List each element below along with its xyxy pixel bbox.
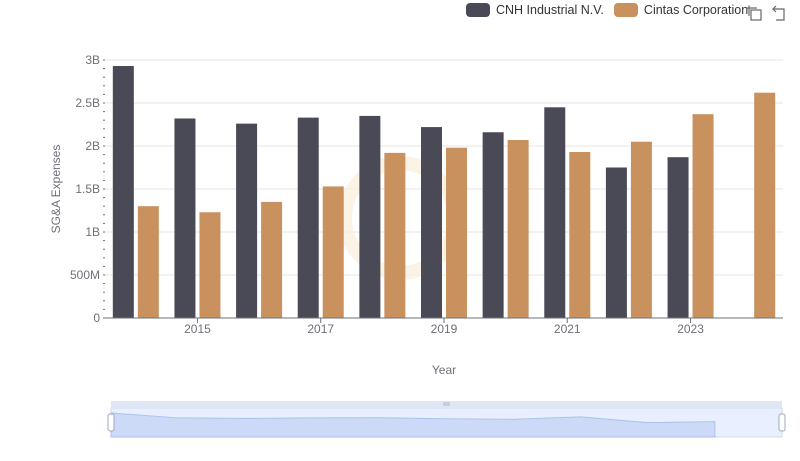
bar-cnh-2019 <box>421 127 442 318</box>
y-tick-label: 3B <box>85 53 100 67</box>
legend-label-cintas: Cintas Corporation <box>643 3 749 17</box>
bar-cintas-2022 <box>630 141 652 318</box>
y-tick-label: 500M <box>70 268 100 282</box>
zoom-icon[interactable] <box>746 5 762 21</box>
y-axis-title: SG&A Expenses <box>49 145 63 234</box>
bar-cintas-2017 <box>322 186 344 318</box>
bar-cnh-2014 <box>112 66 134 319</box>
bar-cnh-2023 <box>667 157 689 318</box>
bar-cintas-2021 <box>569 152 591 318</box>
bar-cintas-2015 <box>199 212 221 318</box>
bar-cnh-2020 <box>482 132 504 318</box>
bar-cintas-2019 <box>446 147 467 318</box>
legend-swatch-cintas <box>613 3 638 17</box>
bar-cintas-2024 <box>754 92 776 319</box>
legend-item-cintas[interactable]: Cintas Corporation <box>613 3 749 17</box>
x-tick-label: 2017 <box>307 322 334 336</box>
bar-cintas-2020 <box>507 139 529 318</box>
bar-cnh-2016 <box>236 123 258 318</box>
toolbox <box>746 5 788 21</box>
slider-grip <box>443 402 450 406</box>
legend-item-cnh[interactable]: CNH Industrial N.V. <box>466 3 604 17</box>
y-tick-label: 2B <box>85 139 100 153</box>
bar-cintas-2023 <box>692 114 714 319</box>
x-tick-label: 2019 <box>431 322 458 336</box>
bar-cintas-2014 <box>137 206 159 318</box>
x-tick-label: 2015 <box>184 322 211 336</box>
y-tick-label: 0 <box>93 311 100 325</box>
bar-cintas-2018 <box>384 152 406 318</box>
slider-handle-right <box>778 413 786 432</box>
legend-swatch-cnh <box>466 3 490 17</box>
x-tick-label: 2023 <box>677 322 704 336</box>
y-tick-label: 1.5B <box>75 182 100 196</box>
y-tick-labels: 0 500M 1B 1.5B 2B 2.5B 3B <box>70 53 100 325</box>
bar-cnh-2015 <box>174 118 196 318</box>
slider-preview-area <box>110 412 716 438</box>
bar-cintas-2016 <box>261 201 283 318</box>
x-axis-title: Year <box>432 363 456 377</box>
bar-cnh-2018 <box>359 115 381 319</box>
slider-handle-left <box>107 413 115 432</box>
restore-icon[interactable] <box>772 5 788 21</box>
bar-cnh-2021 <box>544 107 566 318</box>
legend: CNH Industrial N.V. Cintas Corporation <box>466 3 748 17</box>
data-zoom-slider[interactable] <box>107 401 786 438</box>
bar-cnh-2022 <box>605 167 627 318</box>
bar-cnh-2017 <box>297 117 319 319</box>
x-tick-labels: 2015 2017 2019 2021 2023 <box>184 318 704 336</box>
x-tick-label: 2021 <box>554 322 581 336</box>
legend-label-cnh: CNH Industrial N.V. <box>496 3 604 17</box>
y-tick-label: 2.5B <box>75 96 100 110</box>
y-tick-label: 1B <box>85 225 100 239</box>
bars <box>112 66 776 319</box>
